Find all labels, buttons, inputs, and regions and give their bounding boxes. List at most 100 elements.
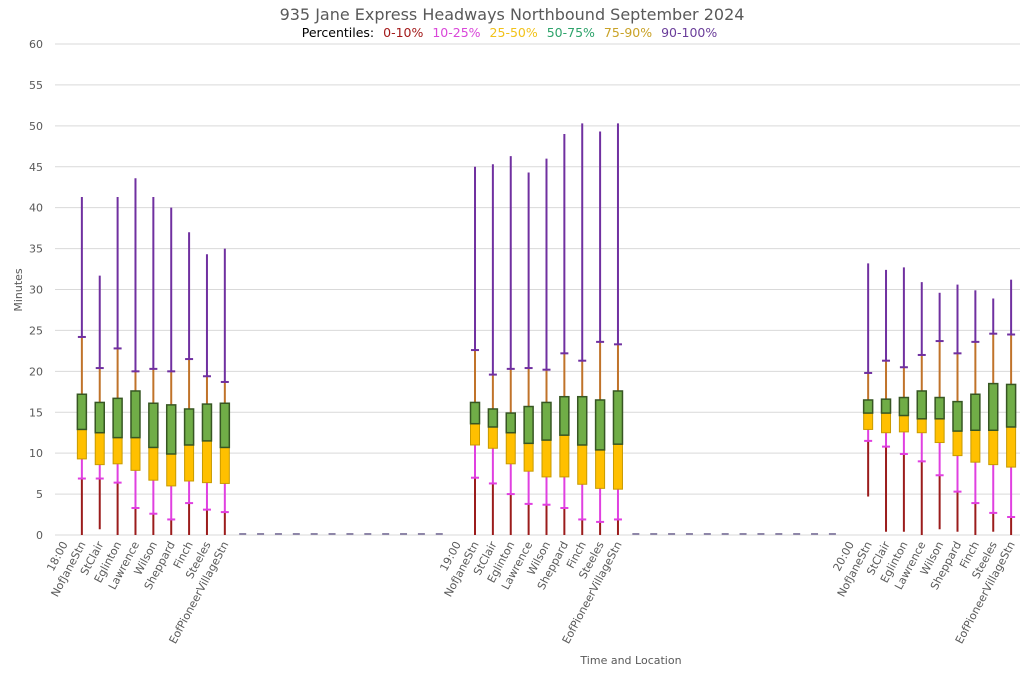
y-tick-label: 50 xyxy=(29,120,43,133)
box-1800-Lawrence xyxy=(130,178,141,535)
box-2000-Sheppard xyxy=(952,284,963,532)
box-50-75 xyxy=(201,403,213,442)
box-50-75 xyxy=(898,396,910,417)
box-25-50 xyxy=(612,443,623,490)
box-25-50 xyxy=(130,437,141,471)
box-1800-Wilson xyxy=(148,197,159,535)
box-1900-Wilson xyxy=(541,158,552,535)
box-25-50 xyxy=(523,442,534,472)
box-2000-Steeles xyxy=(987,298,999,532)
box-50-75 xyxy=(130,390,141,439)
box-1900-Sheppard xyxy=(559,134,570,535)
box-50-75 xyxy=(862,399,874,414)
chart-title: 935 Jane Express Headways Northbound Sep… xyxy=(279,5,745,24)
y-tick-label: 20 xyxy=(29,365,43,378)
box-2000-EofPioneerVillageStn xyxy=(1005,279,1017,535)
box-50-75 xyxy=(469,401,481,425)
legend-item-25-50: 25-50% xyxy=(489,25,538,40)
box-25-50 xyxy=(595,449,606,489)
legend: Percentiles: 0-10% 10-25% 25-50% 50-75% … xyxy=(0,25,1024,40)
y-tick-label: 10 xyxy=(29,447,43,460)
box-50-75 xyxy=(94,401,105,434)
box-50-75 xyxy=(1005,383,1017,428)
y-axis-label: Minutes xyxy=(12,268,25,312)
box-50-75 xyxy=(934,396,945,420)
box-50-75 xyxy=(183,408,195,446)
box-1800-Eglinton xyxy=(112,197,123,535)
box-1900-NofJaneStn xyxy=(469,166,481,535)
y-tick-label: 40 xyxy=(29,202,43,215)
box-1900-Eglinton xyxy=(505,156,516,535)
box-2000-Eglinton xyxy=(898,267,910,532)
box-marks xyxy=(76,123,1017,535)
box-25-50 xyxy=(470,423,481,446)
box-25-50 xyxy=(76,428,87,460)
box-25-50 xyxy=(934,418,945,444)
box-25-50 xyxy=(148,446,159,481)
box-50-75 xyxy=(952,400,963,432)
box-50-75 xyxy=(165,404,177,455)
x-axis-label: Time and Location xyxy=(579,654,681,667)
y-tick-label: 30 xyxy=(29,284,43,297)
box-2000-Wilson xyxy=(934,292,945,530)
box-25-50 xyxy=(541,439,552,478)
box-25-50 xyxy=(94,432,105,466)
box-25-50 xyxy=(219,446,230,484)
box-50-75 xyxy=(112,397,123,439)
box-25-50 xyxy=(505,432,516,465)
legend-item-75-90: 75-90% xyxy=(603,25,653,40)
box-25-50 xyxy=(559,434,570,478)
y-axis-ticks: 0 5 10 15 20 25 30 35 40 45 50 55 60 xyxy=(29,38,43,542)
box-50-75 xyxy=(541,401,552,441)
box-1800-Finch xyxy=(183,232,195,535)
box-25-50 xyxy=(112,437,123,465)
box-25-50 xyxy=(898,415,909,433)
y-tick-label: 60 xyxy=(29,38,43,51)
x-axis-ticks: 18:00NofJaneStnStClairEglintonLawrenceWi… xyxy=(44,539,1017,646)
legend-item-0-10: 0-10% xyxy=(383,25,424,40)
y-tick-label: 15 xyxy=(29,406,43,419)
box-25-50 xyxy=(487,426,498,449)
box-1900-Lawrence xyxy=(523,172,534,535)
box-50-75 xyxy=(576,395,588,446)
box-50-75 xyxy=(612,390,624,445)
y-tick-label: 55 xyxy=(29,79,43,92)
box-2000-StClair xyxy=(880,269,892,532)
box-1800-StClair xyxy=(94,275,105,530)
box-1800-Sheppard xyxy=(165,207,177,535)
box-50-75 xyxy=(987,382,999,432)
box-25-50 xyxy=(863,412,874,430)
box-25-50 xyxy=(1006,426,1017,468)
box-25-50 xyxy=(988,429,999,466)
box-25-50 xyxy=(881,412,892,434)
box-50-75 xyxy=(594,399,606,451)
box-50-75 xyxy=(148,402,159,449)
box-25-50 xyxy=(201,440,212,484)
legend-item-50-75: 50-75% xyxy=(546,25,595,40)
box-50-75 xyxy=(505,412,516,434)
box-1800-EofPioneerVillageStn xyxy=(219,248,231,535)
legend-title: Percentiles: xyxy=(301,25,375,40)
box-25-50 xyxy=(577,444,588,485)
box-1800-NofJaneStn xyxy=(76,197,88,535)
box-50-75 xyxy=(219,402,231,449)
box-25-50 xyxy=(970,429,981,463)
box-1900-Steeles xyxy=(594,131,606,535)
y-tick-label: 5 xyxy=(36,488,43,501)
box-1900-Finch xyxy=(576,123,588,535)
box-25-50 xyxy=(952,430,963,457)
y-tick-label: 0 xyxy=(36,529,43,542)
box-1900-StClair xyxy=(487,164,499,535)
y-tick-label: 25 xyxy=(29,324,43,337)
gridlines xyxy=(55,43,1020,536)
box-25-50 xyxy=(916,418,927,434)
legend-item-90-100: 90-100% xyxy=(661,25,718,40)
box-25-50 xyxy=(166,453,177,487)
box-50-75 xyxy=(559,395,570,436)
box-50-75 xyxy=(970,393,981,432)
box-50-75 xyxy=(523,405,534,445)
box-50-75 xyxy=(487,408,499,428)
legend-item-10-25: 10-25% xyxy=(432,25,481,40)
box-25-50 xyxy=(184,444,195,482)
